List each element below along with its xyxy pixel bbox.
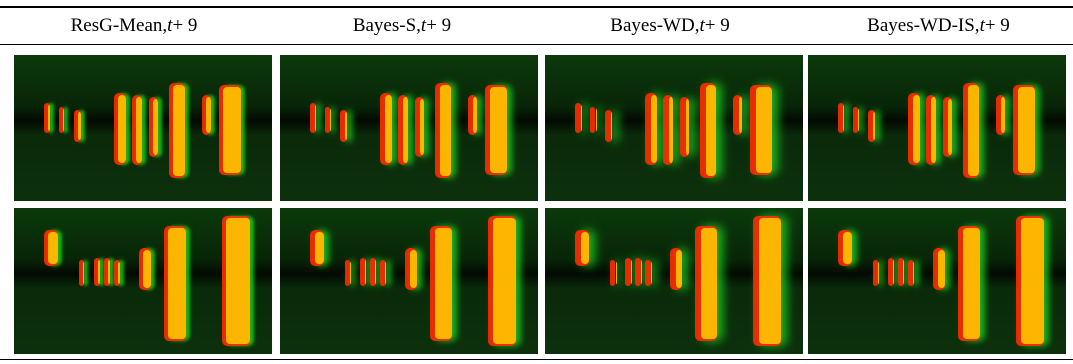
prediction-heatmap (280, 55, 538, 201)
prediction-image-row2-bayes-wd (545, 208, 803, 354)
time-offset: + 9 (704, 14, 730, 36)
column-header-bayes-s: Bayes-S, t + 9 (268, 7, 536, 44)
time-variable: t (167, 14, 173, 36)
time-offset: + 9 (984, 14, 1010, 36)
column-label: Bayes-S, (352, 14, 421, 36)
time-variable: t (979, 14, 985, 36)
prediction-image-row1-bayes-wd-is (808, 55, 1066, 201)
prediction-heatmap (545, 208, 803, 354)
prediction-image-row1-bayes-wd (545, 55, 803, 201)
table-header: ResG-Mean, t + 9 Bayes-S, t + 9 Bayes-WD… (0, 7, 1073, 44)
column-header-bayes-wd: Bayes-WD, t + 9 (536, 7, 804, 44)
prediction-heatmap (545, 55, 803, 201)
column-header-resg-mean: ResG-Mean, t + 9 (0, 7, 268, 44)
table-header-rule (0, 44, 1073, 45)
prediction-image-grid (0, 52, 1073, 356)
prediction-image-row2-resg-mean (14, 208, 272, 354)
prediction-image-row2-bayes-s (280, 208, 538, 354)
prediction-image-row1-resg-mean (14, 55, 272, 201)
time-offset: + 9 (172, 14, 198, 36)
column-label: Bayes-WD-IS, (867, 14, 980, 36)
column-label: Bayes-WD, (610, 14, 700, 36)
table-bottom-rule (0, 359, 1073, 360)
time-variable: t (699, 14, 705, 36)
column-label: ResG-Mean, (70, 14, 168, 36)
prediction-heatmap (808, 55, 1066, 201)
prediction-heatmap (808, 208, 1066, 354)
prediction-heatmap (14, 55, 272, 201)
column-header-bayes-wd-is: Bayes-WD-IS, t + 9 (804, 7, 1073, 44)
prediction-heatmap (14, 208, 272, 354)
time-offset: + 9 (426, 14, 452, 36)
table-top-rule (0, 6, 1073, 8)
prediction-image-row1-bayes-s (280, 55, 538, 201)
time-variable: t (420, 14, 427, 36)
prediction-image-row2-bayes-wd-is (808, 208, 1066, 354)
prediction-heatmap (280, 208, 538, 354)
